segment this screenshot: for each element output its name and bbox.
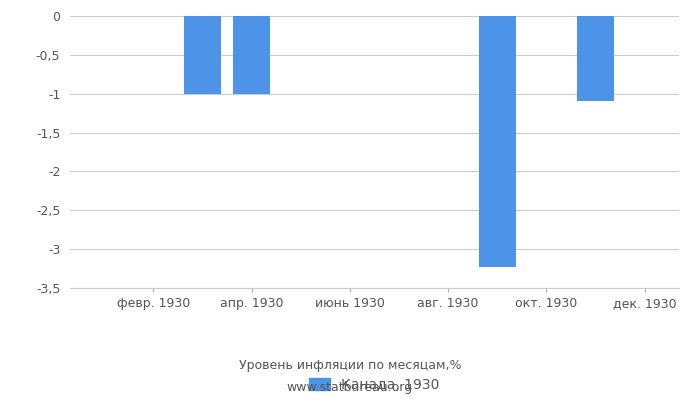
Text: www.statbureau.org: www.statbureau.org (287, 382, 413, 394)
Legend: Канада, 1930: Канада, 1930 (304, 372, 445, 397)
Bar (184, 16, 221, 94)
Bar (233, 16, 270, 94)
Bar (479, 16, 516, 267)
Bar (577, 16, 614, 102)
Text: Уровень инфляции по месяцам,%: Уровень инфляции по месяцам,% (239, 360, 461, 372)
